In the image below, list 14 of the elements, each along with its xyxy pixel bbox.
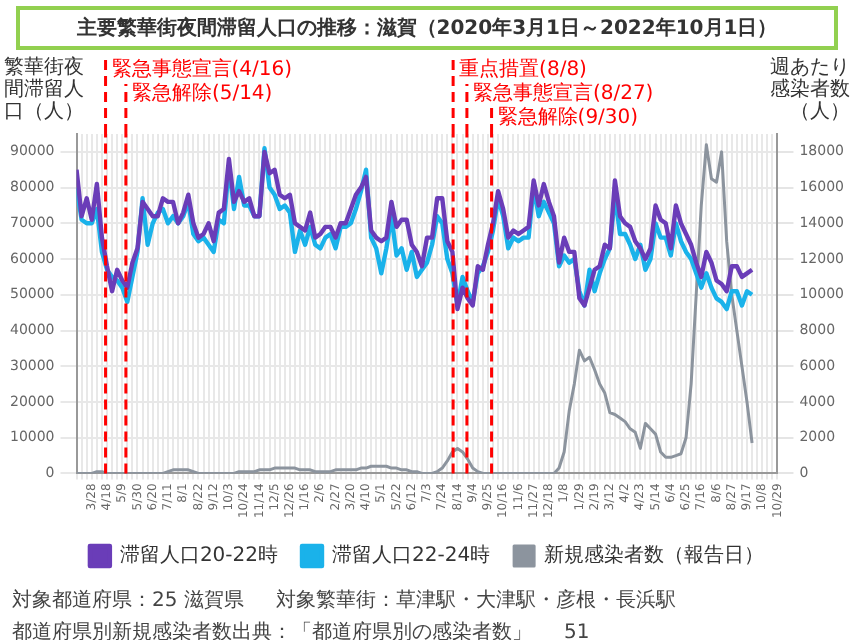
ref-line-label: 緊急事態宣言(4/16) (111, 57, 293, 82)
text: 対象繁華街：草津駅・大津駅・彦根・長浜駅 (275, 587, 676, 614)
y2-axis-title: 週あたり感染者数（人） (770, 57, 850, 124)
ref-line-label: 緊急解除(5/14) (131, 81, 273, 106)
legend-label: 滞留人口20-22時 (119, 543, 279, 568)
ref-line-label: 緊急解除(9/30) (497, 105, 639, 130)
legend-label: 新規感染者数（報告日） (544, 543, 765, 568)
text: 対象都道府県：25 滋賀県 (12, 587, 244, 614)
text: 51 (564, 622, 590, 640)
chart-title: 主要繁華街夜間滞留人口の推移：滋賀（2020年3月1日～2022年10月1日） (16, 6, 838, 50)
y-axis-title: 繁華街夜間滞留人口（人） (4, 55, 84, 124)
legend-label: 滞留人口22-24時 (332, 543, 491, 568)
ref-line-label: 緊急事態宣言(8/27) (472, 81, 654, 106)
ref-line-label: 重点措置(8/8) (459, 57, 588, 82)
